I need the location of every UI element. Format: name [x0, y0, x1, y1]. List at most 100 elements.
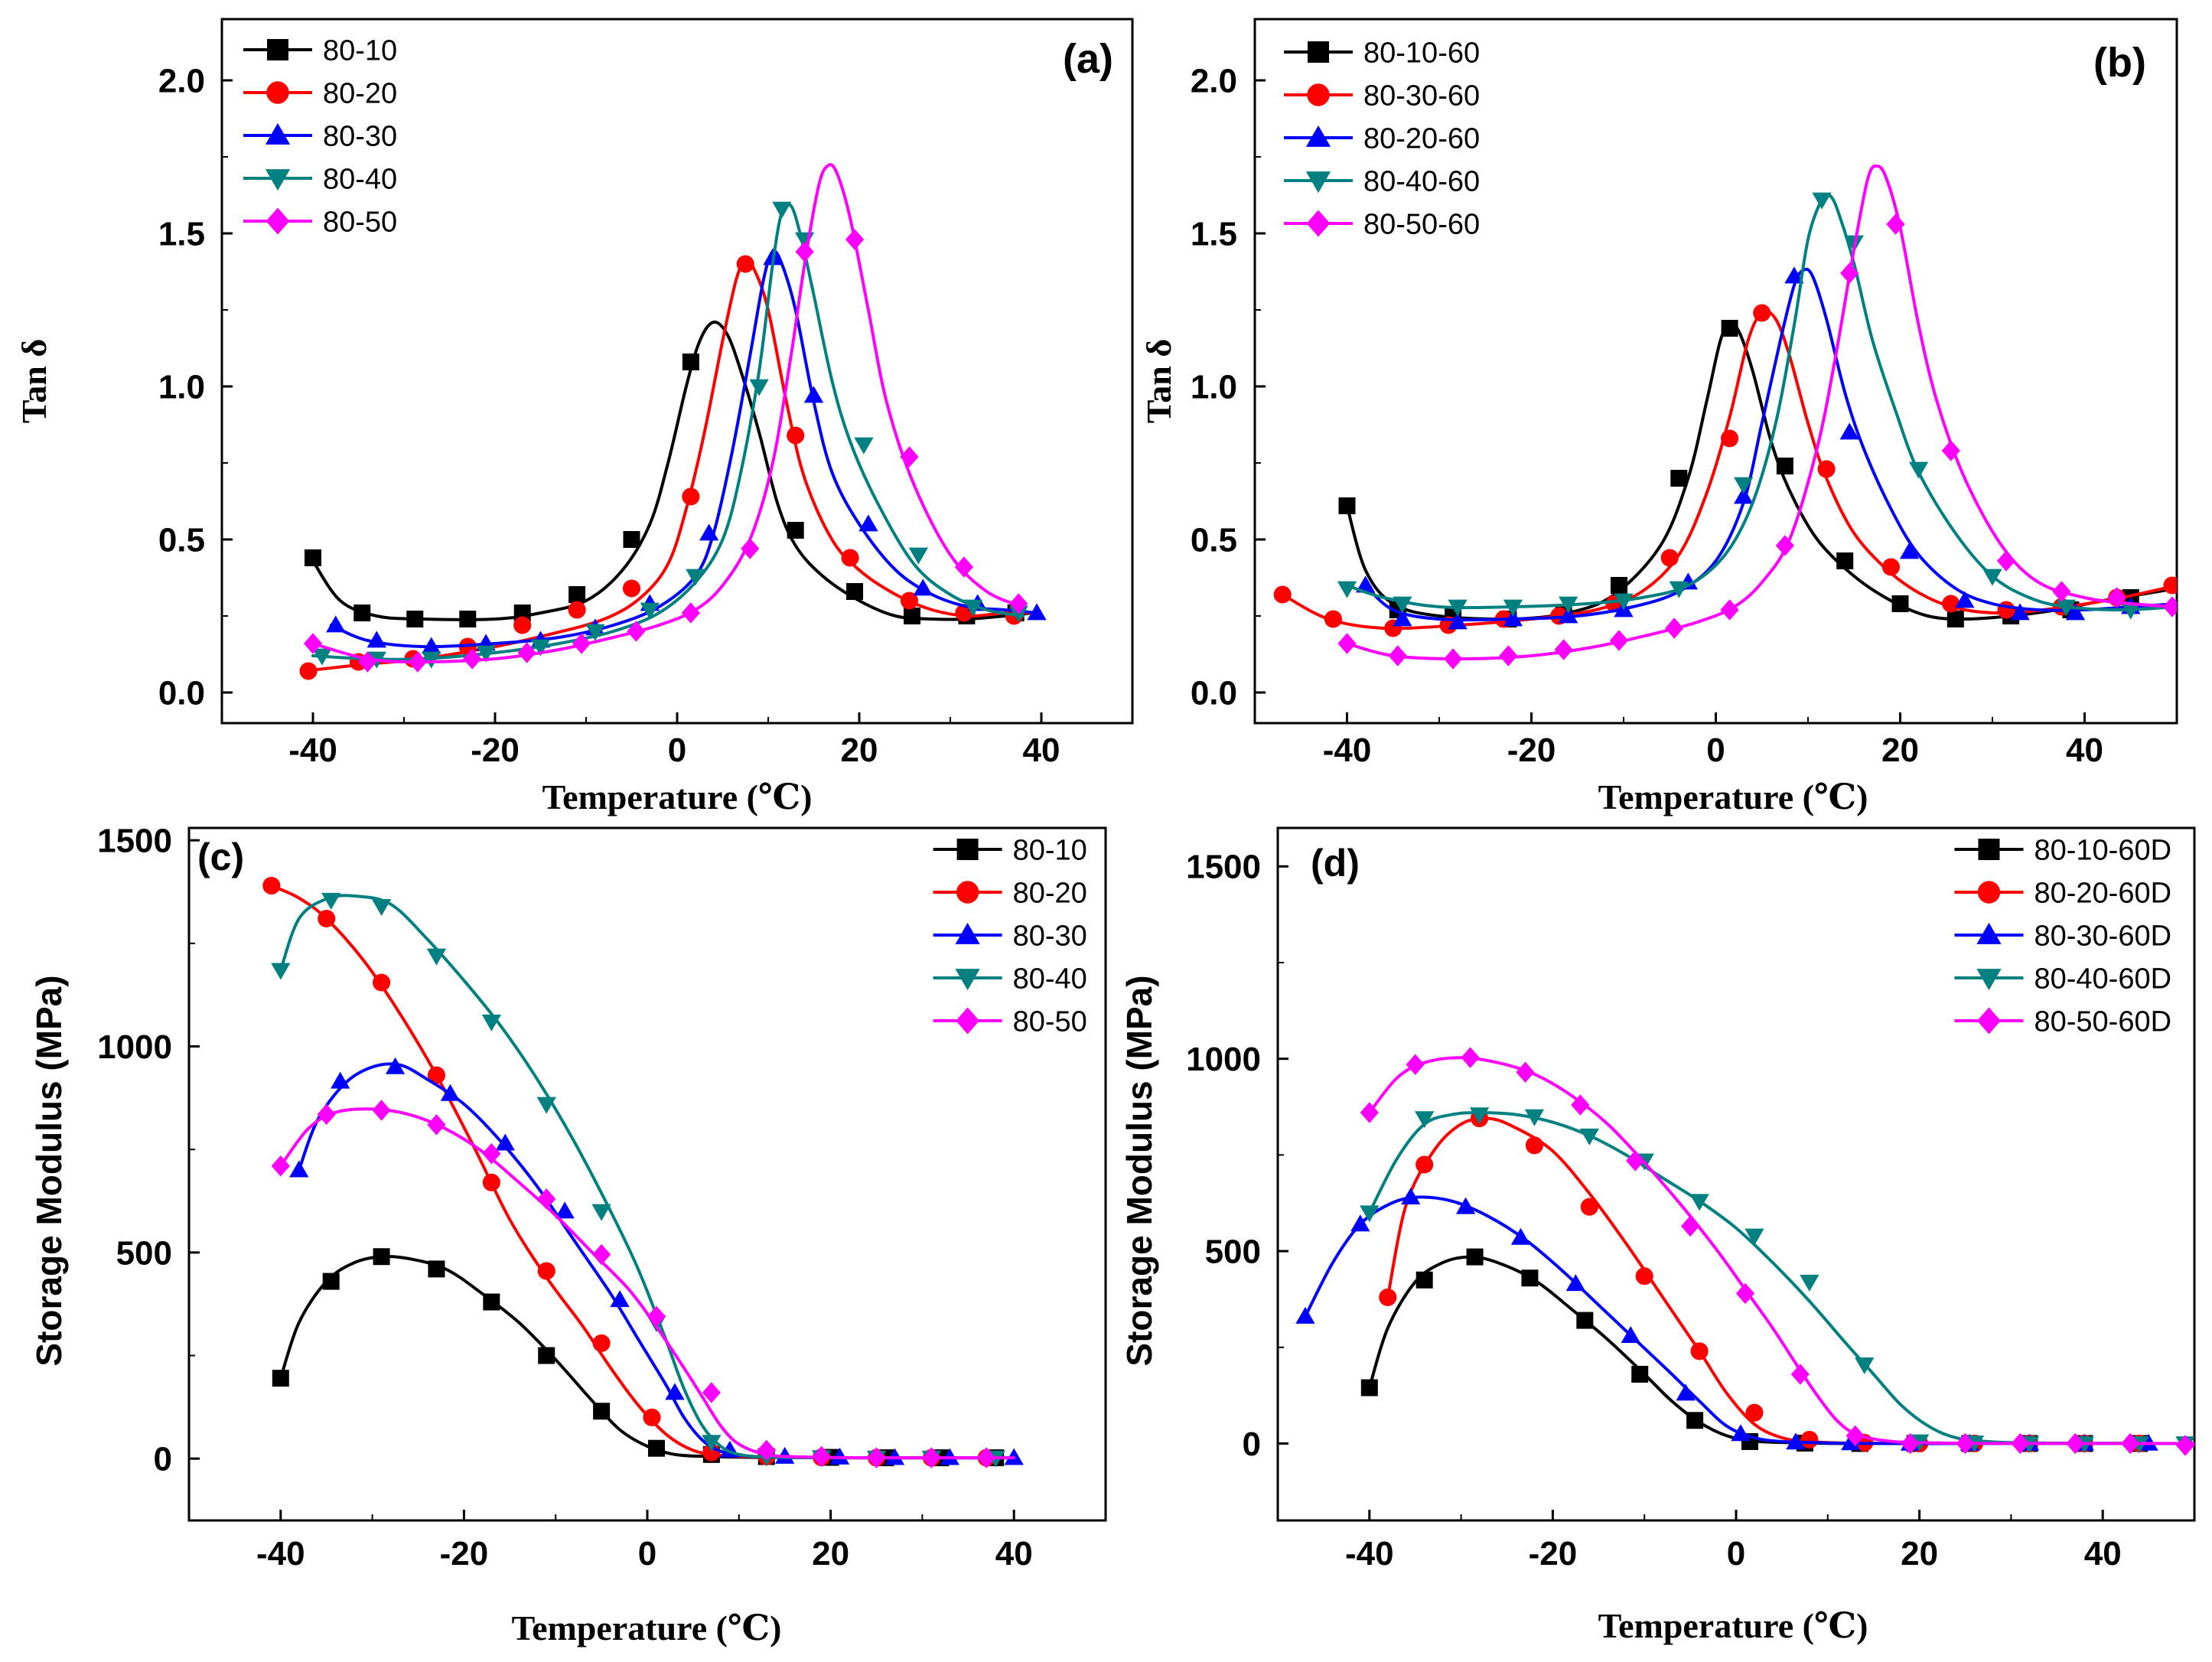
- x-tick-label: -20: [471, 732, 520, 769]
- data-point: [1836, 552, 1854, 569]
- y-tick-label: 2.0: [158, 62, 205, 99]
- data-point: [427, 1114, 446, 1136]
- plot-area: [262, 876, 1024, 1468]
- x-tick-label: 20: [1881, 732, 1919, 769]
- x-axis-title: Temperature (℃): [542, 777, 813, 816]
- data-point: [1681, 1215, 1700, 1237]
- data-point: [1524, 1109, 1545, 1126]
- panel-label: (a): [1063, 36, 1113, 82]
- data-point: [757, 1439, 776, 1462]
- data-point: [1631, 1365, 1649, 1383]
- legend-label: 80-10: [323, 34, 397, 67]
- x-tick-label: -40: [288, 732, 337, 769]
- data-point: [1337, 633, 1357, 654]
- data-point: [1469, 1107, 1490, 1125]
- data-point: [1901, 1432, 1920, 1455]
- legend-marker: [1976, 969, 2002, 991]
- data-point: [1817, 460, 1836, 478]
- data-point: [428, 1260, 445, 1278]
- x-tick-label: -20: [440, 1535, 489, 1572]
- legend-item: 80-40-60: [1284, 165, 1480, 197]
- data-point: [1670, 470, 1688, 487]
- data-point: [385, 1057, 406, 1074]
- legend: 80-10-60 80-30-60 80-20-60 80-40-60 80-50-60: [1284, 37, 1480, 240]
- data-point: [627, 621, 646, 642]
- data-point: [1660, 549, 1679, 567]
- data-point: [476, 645, 496, 663]
- data-point: [845, 229, 865, 250]
- legend-label: 80-10-60: [1363, 37, 1480, 69]
- chart-panel-c: -40 -20 0 20 40 0 500 1000 1500 Temperature (℃) St…: [29, 823, 1107, 1647]
- x-tick-label: -20: [1507, 732, 1556, 769]
- data-point: [736, 255, 754, 273]
- data-point: [408, 651, 427, 673]
- series-80-30: [289, 1057, 1024, 1465]
- data-point: [647, 1439, 665, 1457]
- data-point: [1734, 487, 1754, 504]
- data-point: [322, 1273, 340, 1290]
- data-point: [305, 549, 321, 566]
- plot-area: [299, 163, 1047, 680]
- data-point: [312, 648, 332, 666]
- legend-label: 80-30-60D: [2034, 920, 2171, 952]
- plot-area: [1295, 1047, 2194, 1456]
- data-point: [1350, 1214, 1370, 1232]
- legend-item: 80-50-60D: [1954, 1005, 2171, 1038]
- series-line: [1303, 1195, 2151, 1445]
- series-80-50: [303, 163, 1028, 673]
- y-tick-label: 1000: [1186, 1041, 1261, 1078]
- series-line: [279, 894, 1016, 1460]
- data-point: [1784, 266, 1804, 284]
- series-80-30-60D: [1295, 1188, 2158, 1451]
- series-80-40-60D: [1360, 1107, 2194, 1454]
- data-point: [1720, 599, 1739, 621]
- data-point: [1776, 458, 1793, 474]
- x-tick-label: -40: [1323, 732, 1372, 769]
- data-point: [699, 523, 719, 541]
- data-point: [2065, 603, 2086, 621]
- data-point: [1393, 596, 1412, 614]
- legend-item: 80-10: [933, 834, 1087, 866]
- series-line: [269, 884, 1016, 1460]
- series-line: [329, 249, 1038, 649]
- legend-marker: [1306, 210, 1331, 237]
- data-point: [623, 531, 640, 548]
- data-point: [1841, 1433, 1861, 1451]
- data-point: [702, 1435, 722, 1452]
- data-point: [1731, 1424, 1751, 1442]
- series-line: [1386, 1116, 2151, 1445]
- data-point: [1941, 440, 1960, 461]
- data-point: [665, 1383, 685, 1400]
- data-point: [1745, 1228, 1764, 1246]
- y-axis-title: Tan δ: [15, 339, 54, 423]
- series-80-20-60: [1355, 266, 2177, 630]
- legend-marker: [1978, 839, 2000, 860]
- legend-marker: [266, 207, 290, 235]
- data-point: [303, 633, 323, 654]
- data-point: [1942, 595, 1960, 613]
- legend-marker: [1977, 881, 2001, 904]
- data-point: [1686, 1412, 1704, 1429]
- y-tick-label: 1500: [97, 823, 172, 860]
- y-tick-label: 1500: [1186, 849, 1261, 886]
- data-point: [787, 426, 805, 445]
- data-point: [482, 1142, 501, 1165]
- legend-marker: [1976, 922, 2002, 944]
- x-tick-label: 20: [841, 732, 878, 769]
- data-point: [513, 605, 531, 621]
- y-tick-label: 1.0: [158, 368, 205, 406]
- data-point: [1982, 569, 2002, 586]
- data-point: [2162, 596, 2177, 618]
- data-point: [1571, 1094, 1590, 1116]
- data-point: [963, 599, 983, 617]
- data-point: [426, 948, 447, 966]
- data-point: [955, 604, 973, 622]
- data-point: [643, 1408, 661, 1426]
- data-point: [610, 1290, 630, 1308]
- data-point: [1812, 192, 1832, 210]
- data-point: [1580, 1198, 1598, 1216]
- legend-marker: [1307, 83, 1330, 106]
- data-point: [1626, 1150, 1645, 1172]
- data-point: [537, 1262, 555, 1280]
- legend-marker: [1308, 41, 1329, 63]
